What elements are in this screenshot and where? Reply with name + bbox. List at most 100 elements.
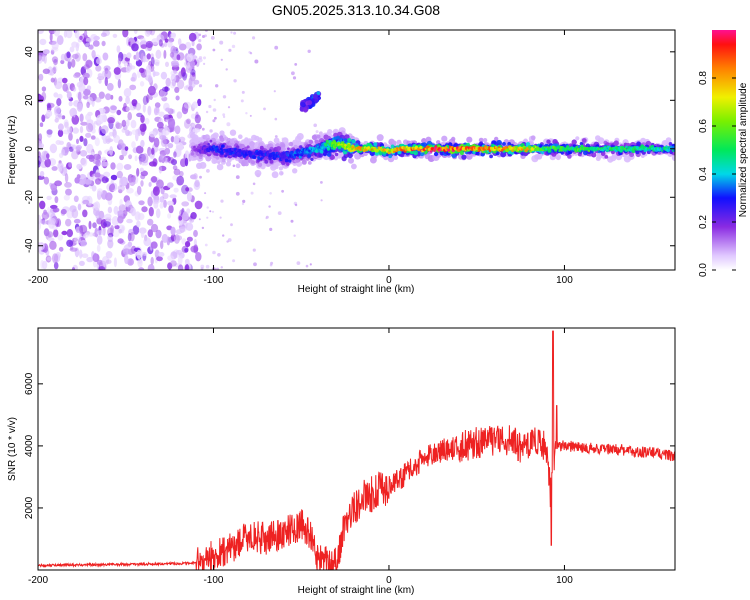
noise-speckle — [165, 107, 171, 112]
noise-speckle — [313, 123, 318, 128]
noise-speckle — [46, 103, 52, 113]
noise-speckle — [135, 145, 144, 154]
noise-speckle — [250, 191, 254, 195]
band-cell — [351, 139, 356, 144]
noise-speckle — [116, 162, 124, 171]
noise-speckle — [40, 220, 48, 225]
noise-speckle — [140, 37, 146, 42]
x-tick-label: -100 — [203, 575, 223, 586]
noise-speckle — [232, 164, 236, 168]
band-cell — [579, 142, 584, 146]
noise-speckle — [189, 126, 195, 135]
noise-speckle — [163, 49, 167, 59]
band-cell — [496, 139, 502, 146]
noise-speckle — [186, 118, 191, 125]
noise-speckle — [54, 196, 59, 204]
noise-speckle — [153, 106, 160, 116]
noise-speckle — [148, 206, 154, 217]
noise-speckle — [150, 176, 158, 183]
noise-speckle — [215, 84, 219, 88]
noise-speckle — [105, 192, 113, 201]
noise-speckle — [101, 214, 105, 220]
noise-speckle — [192, 128, 201, 133]
noise-speckle — [212, 48, 216, 52]
noise-speckle — [293, 234, 296, 237]
noise-speckle — [61, 230, 68, 236]
noise-speckle — [72, 237, 78, 242]
noise-speckle — [135, 51, 140, 62]
band-cell — [257, 157, 261, 161]
noise-speckle — [54, 180, 62, 187]
noise-speckle — [104, 149, 111, 155]
noise-speckle — [220, 266, 223, 269]
band-cell — [502, 142, 506, 146]
noise-speckle — [140, 44, 147, 49]
y-tick-label: 4000 — [24, 434, 35, 457]
band-cell — [281, 146, 286, 152]
noise-speckle — [119, 154, 124, 161]
noise-speckle — [76, 102, 83, 112]
noise-speckle — [158, 165, 163, 174]
noise-speckle — [121, 226, 125, 234]
noise-speckle — [49, 69, 55, 76]
noise-speckle — [169, 194, 177, 199]
noise-speckle — [153, 137, 160, 148]
band-cell — [581, 138, 587, 143]
noise-speckle — [277, 211, 282, 216]
band-cell — [672, 151, 675, 156]
noise-speckle — [309, 263, 312, 266]
noise-speckle — [140, 139, 145, 148]
noise-speckle — [50, 49, 55, 55]
noise-speckle — [54, 81, 63, 90]
band-cell — [421, 142, 427, 148]
noise-speckle — [49, 32, 53, 42]
noise-speckle — [80, 157, 88, 167]
band-cell — [390, 144, 395, 149]
band-cell — [482, 138, 488, 143]
noise-speckle — [173, 234, 180, 244]
noise-speckle — [198, 218, 201, 221]
noise-speckle — [117, 215, 124, 224]
noise-speckle — [116, 109, 122, 116]
noise-speckle — [215, 267, 220, 270]
noise-speckle — [136, 112, 143, 118]
band-cell — [436, 140, 441, 145]
noise-speckle — [164, 147, 171, 155]
noise-speckle — [290, 219, 294, 223]
noise-speckle — [129, 84, 137, 91]
band-cell — [226, 152, 229, 156]
noise-speckle — [253, 262, 257, 267]
noise-speckle — [50, 77, 55, 83]
noise-speckle — [126, 187, 134, 194]
noise-speckle — [170, 70, 179, 77]
noise-speckle — [109, 146, 114, 156]
noise-speckle — [147, 76, 153, 83]
noise-speckle — [130, 77, 136, 82]
noise-speckle — [153, 59, 160, 65]
noise-speckle — [109, 104, 117, 114]
noise-speckle — [171, 159, 177, 166]
noise-speckle — [177, 38, 182, 46]
noise-speckle — [131, 141, 136, 149]
noise-speckle — [105, 259, 112, 265]
noise-speckle — [186, 53, 193, 63]
noise-speckle — [190, 122, 196, 128]
band-cell — [199, 161, 207, 169]
noise-speckle — [190, 212, 197, 220]
band-cell — [278, 166, 284, 171]
noise-speckle — [150, 241, 158, 249]
noise-speckle — [139, 167, 144, 172]
band-cell — [373, 142, 378, 147]
noise-speckle — [38, 156, 42, 165]
band-cell — [316, 134, 321, 139]
noise-speckle — [72, 108, 76, 118]
noise-speckle — [155, 208, 161, 219]
noise-speckle — [117, 57, 122, 66]
noise-speckle — [174, 125, 181, 135]
noise-speckle — [117, 210, 124, 215]
noise-speckle — [192, 101, 198, 109]
noise-speckle — [133, 30, 138, 35]
band-cell — [308, 139, 314, 145]
noise-speckle — [176, 54, 181, 61]
